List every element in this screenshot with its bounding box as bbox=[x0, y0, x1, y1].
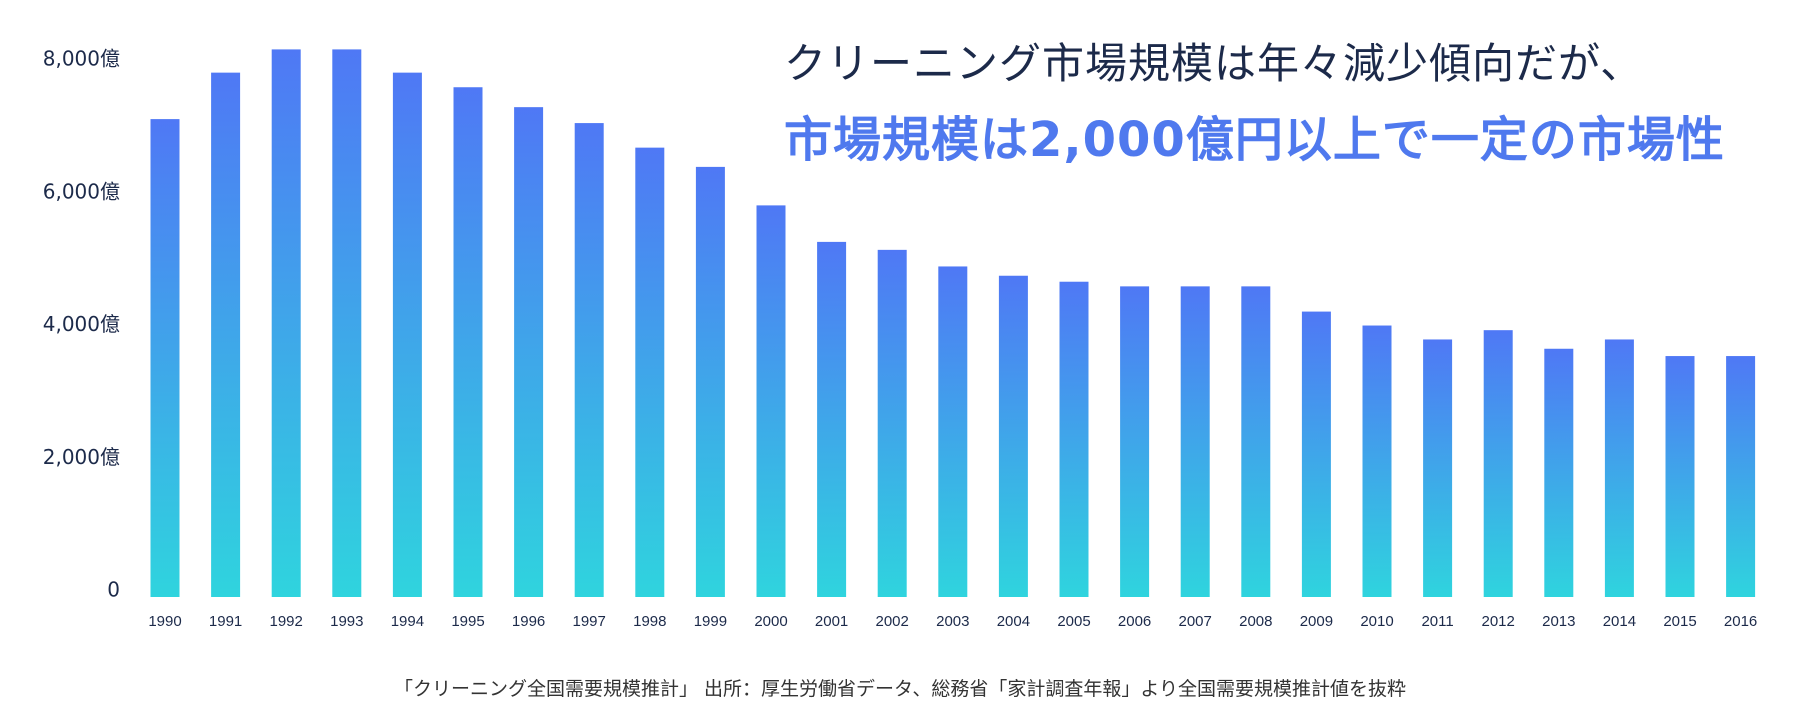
headline-line-1: クリーニング市場規模は年々減少傾向だが、 bbox=[784, 39, 1644, 88]
x-tick-label: 2009 bbox=[1300, 613, 1333, 630]
bars-group bbox=[150, 49, 1756, 598]
bar-1990 bbox=[150, 119, 180, 597]
x-tick-label: 2010 bbox=[1360, 613, 1393, 630]
x-tick-label: 1990 bbox=[148, 613, 181, 630]
x-tick-label: 1995 bbox=[451, 613, 484, 630]
bar-2000 bbox=[756, 205, 786, 597]
x-tick-label: 1993 bbox=[330, 613, 363, 630]
bar-2006 bbox=[1120, 286, 1150, 597]
bar-1993 bbox=[332, 49, 362, 597]
x-tick-label: 2003 bbox=[936, 613, 969, 630]
x-tick-label: 1998 bbox=[633, 613, 666, 630]
x-tick-label: 1992 bbox=[270, 613, 303, 630]
y-tick-label: 4,000億 bbox=[43, 312, 120, 336]
x-tick-label: 2005 bbox=[1057, 613, 1090, 630]
bar-1999 bbox=[695, 166, 725, 597]
bar-2013 bbox=[1544, 348, 1574, 597]
x-tick-label: 2012 bbox=[1482, 613, 1515, 630]
x-tick-label: 2007 bbox=[1179, 613, 1212, 630]
x-tick-label: 2002 bbox=[876, 613, 909, 630]
bar-1992 bbox=[271, 49, 301, 597]
source-note: 「クリーニング全国需要規模推計」 出所：厚生労働省データ、総務省「家計調査年報」… bbox=[393, 678, 1407, 700]
x-tick-label: 2014 bbox=[1603, 613, 1636, 630]
x-tick-label: 2001 bbox=[815, 613, 848, 630]
bar-2009 bbox=[1301, 311, 1331, 597]
x-tick-label: 1991 bbox=[209, 613, 242, 630]
bar-2004 bbox=[998, 275, 1028, 597]
bar-2014 bbox=[1604, 339, 1634, 597]
bar-2007 bbox=[1180, 286, 1210, 597]
bar-1995 bbox=[453, 87, 483, 598]
bar-2012 bbox=[1483, 330, 1513, 597]
x-tick-label: 2015 bbox=[1663, 613, 1696, 630]
x-tick-label: 2011 bbox=[1421, 613, 1453, 630]
bar-1994 bbox=[392, 72, 422, 597]
x-tick-label: 2013 bbox=[1542, 613, 1575, 630]
x-tick-label: 1994 bbox=[391, 613, 424, 630]
x-tick-label: 2004 bbox=[997, 613, 1030, 630]
x-tick-label: 1997 bbox=[573, 613, 606, 630]
x-tick-label: 2008 bbox=[1239, 613, 1272, 630]
y-tick-label: 0 bbox=[107, 578, 120, 602]
headline-line-2: 市場規模は2,000億円以上で一定の市場性 bbox=[784, 112, 1725, 168]
x-tick-label: 2016 bbox=[1724, 613, 1757, 630]
x-tick-label: 1999 bbox=[694, 613, 727, 630]
bar-1997 bbox=[574, 123, 604, 598]
x-tick-label: 1996 bbox=[512, 613, 545, 630]
y-tick-label: 6,000億 bbox=[43, 179, 120, 203]
bar-2005 bbox=[1059, 281, 1089, 597]
bar-2010 bbox=[1362, 325, 1392, 597]
bar-1998 bbox=[635, 147, 665, 598]
bar-2016 bbox=[1726, 356, 1756, 597]
bar-2002 bbox=[877, 249, 907, 597]
x-tick-label: 2006 bbox=[1118, 613, 1151, 630]
x-tick-label: 2000 bbox=[754, 613, 787, 630]
bar-2011 bbox=[1423, 339, 1453, 597]
bar-2008 bbox=[1241, 286, 1271, 597]
bar-2003 bbox=[938, 266, 968, 597]
y-axis: 0 2,000億 4,000億 6,000億 8,000億 bbox=[43, 47, 120, 602]
y-tick-label: 8,000億 bbox=[43, 47, 120, 71]
bar-2015 bbox=[1665, 356, 1695, 597]
bar-1991 bbox=[211, 72, 241, 597]
y-tick-label: 2,000億 bbox=[43, 445, 120, 469]
bar-1996 bbox=[514, 107, 544, 597]
x-axis: 1990 1991 1992 1993 1994 1995 1996 1997 1998 1999… bbox=[148, 613, 1757, 630]
bar-2001 bbox=[817, 241, 847, 598]
